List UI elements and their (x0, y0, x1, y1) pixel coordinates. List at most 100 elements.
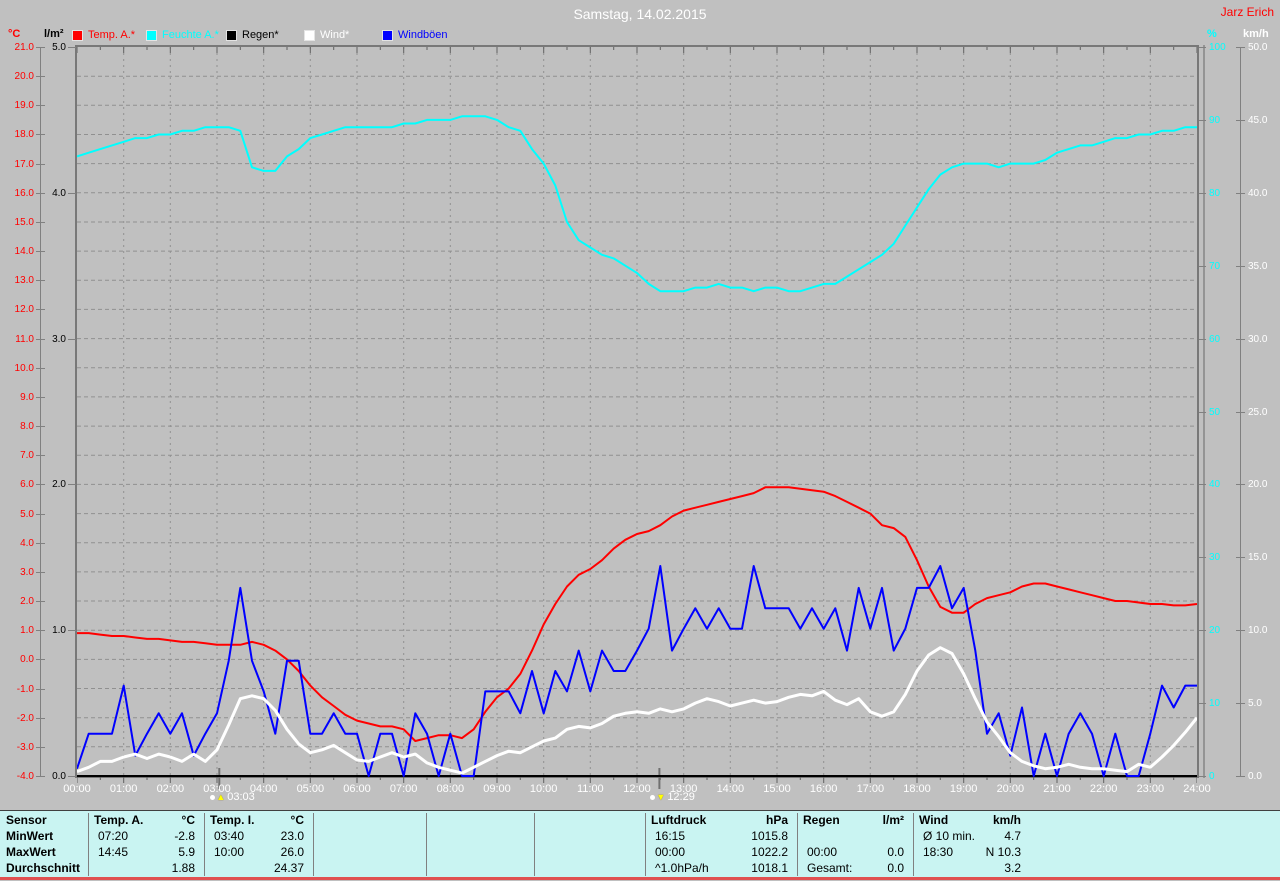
series-humidity (77, 115, 1197, 293)
rain-axis-tick (68, 776, 76, 777)
humidity-axis-tick (1199, 119, 1206, 121)
x-axis-label: 07:00 (389, 783, 418, 795)
humidity-axis-tick (1199, 47, 1206, 48)
legend: Temp. A.* Feuchte A.* Regen* Wind* Windböen (70, 29, 550, 43)
temp-axis-label: 3.0 (20, 566, 34, 578)
x-axis-label: 22:00 (1089, 783, 1118, 795)
x-axis-label: 21:00 (1043, 783, 1071, 795)
humidity-axis-label: 90 (1209, 114, 1221, 126)
temp-axis-tick (36, 601, 45, 603)
humidity-axis-label: 30 (1209, 552, 1221, 564)
table-cell-value: 1015.8 (751, 829, 788, 843)
x-axis-label: 03:00 (203, 783, 231, 795)
temp-axis-label: 16.0 (14, 187, 34, 199)
temp-axis-tick (36, 484, 45, 486)
temp-axis-tick (36, 47, 45, 48)
temp-axis-tick (36, 455, 45, 457)
table-cell-value: 5.9 (178, 845, 195, 859)
marker-0303: ▲ 03:03 (210, 791, 255, 803)
wind-axis-label: 25.0 (1248, 406, 1268, 418)
temp-axis-label: 20.0 (14, 71, 34, 83)
wind-axis-tick (1236, 47, 1245, 48)
humidity-axis-label: 80 (1209, 187, 1221, 199)
legend-item-5: Windböen (382, 29, 448, 41)
wind-axis-unit: km/h (1243, 28, 1269, 40)
series-gusts (77, 565, 1197, 777)
table-cell-value: 26.0 (280, 845, 304, 859)
rain-axis-label: 1.0 (52, 625, 66, 637)
legend-item-1: Temp. A.* (72, 29, 135, 41)
table-cell-value: 23.0 (280, 829, 304, 843)
table-separator (534, 813, 535, 876)
humidity-axis-unit: % (1207, 28, 1217, 40)
humidity-axis-tick (1199, 411, 1206, 413)
temp-axis-label: 2.0 (20, 596, 34, 608)
x-axis-label: 06:00 (343, 783, 371, 795)
humidity-axis-label: 50 (1209, 406, 1221, 418)
humidity-axis-label: 70 (1209, 260, 1221, 272)
humidity-axis-tick (1199, 776, 1206, 777)
x-axis-label: 08:00 (436, 783, 465, 795)
table-cell-value: 1022.2 (751, 845, 788, 859)
wind-axis-tick (1236, 776, 1245, 777)
legend-swatch-icon (146, 29, 157, 41)
humidity-axis-label: 10 (1209, 698, 1221, 710)
temp-axis-label: 4.0 (20, 537, 34, 549)
wind-axis-tick (1236, 119, 1245, 121)
temp-axis-label: 6.0 (20, 479, 34, 491)
temp-axis-label: 13.0 (14, 275, 34, 287)
table-separator (797, 813, 798, 876)
humidity-axis-label: 0 (1209, 771, 1215, 782)
x-axis-label: 14:00 (716, 783, 745, 795)
temp-axis-label: 12.0 (14, 304, 34, 316)
temp-axis-tick (36, 659, 45, 661)
legend-swatch-icon (382, 29, 393, 41)
table-cell-value: 1018.1 (751, 861, 788, 875)
table-cell-time: Ø 10 min. (923, 829, 976, 843)
table-separator (645, 813, 646, 876)
legend-item-4: Wind* (304, 29, 349, 41)
table-col-unit: km/h (992, 813, 1021, 827)
table-separator (426, 813, 427, 876)
table-col-unit: °C (181, 813, 195, 827)
table-separator (313, 813, 314, 876)
wind-axis-label: 5.0 (1248, 698, 1262, 710)
table-cell-time: 14:45 (98, 845, 129, 859)
x-axis-label: 01:00 (109, 783, 138, 795)
x-axis-label: 09:00 (483, 783, 511, 795)
table-row-label: Sensor (6, 813, 47, 827)
temp-axis-label: 17.0 (14, 158, 34, 170)
temp-axis-label: 11.0 (15, 333, 34, 345)
table-row-label: Durchschnitt (6, 861, 81, 875)
temp-axis-unit: °C (8, 28, 21, 40)
table-cell-value: 3.2 (1004, 861, 1021, 875)
temp-axis-label: 0.0 (20, 654, 34, 666)
wind-axis-tick (1236, 703, 1245, 705)
temp-axis-tick (36, 134, 45, 136)
rain-axis-label: 5.0 (52, 42, 66, 53)
humidity-axis-tick (1199, 557, 1206, 559)
temp-axis-tick (36, 542, 45, 544)
temp-axis-label: 19.0 (14, 100, 34, 112)
temp-axis-line (40, 47, 41, 776)
marker-time-label: 03:03 (227, 791, 255, 803)
window-bottom-edge (0, 877, 1280, 880)
legend-item-label: Temp. A.* (88, 29, 136, 41)
x-axis-label: 17:00 (856, 783, 885, 795)
temp-axis-label: 7.0 (20, 450, 34, 462)
table-cell-value: N 10.3 (985, 845, 1021, 859)
temp-axis-tick (36, 105, 45, 107)
humidity-axis-label: 100 (1209, 42, 1226, 53)
x-axis-label: 12:00 (623, 783, 651, 795)
rain-axis-tick (68, 338, 76, 340)
series-wind (77, 646, 1197, 775)
x-axis-label: 04:00 (249, 783, 278, 795)
moonset-icon: ▼ (656, 792, 666, 802)
humidity-axis-label: 40 (1209, 479, 1221, 491)
temp-axis-tick (36, 630, 45, 632)
temp-axis-tick (36, 367, 45, 369)
x-axis-label: 10:00 (529, 783, 558, 795)
table-col-name: Wind (919, 813, 949, 827)
table-col-name: Temp. A. (94, 813, 144, 827)
